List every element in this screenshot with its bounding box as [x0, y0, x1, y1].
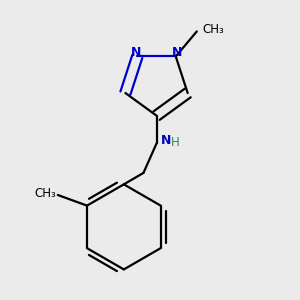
Text: CH₃: CH₃ — [34, 187, 56, 200]
Text: N: N — [130, 46, 141, 59]
Text: CH₃: CH₃ — [202, 23, 224, 36]
Text: H: H — [171, 136, 180, 148]
Text: N: N — [172, 46, 183, 59]
Text: N: N — [160, 134, 171, 147]
